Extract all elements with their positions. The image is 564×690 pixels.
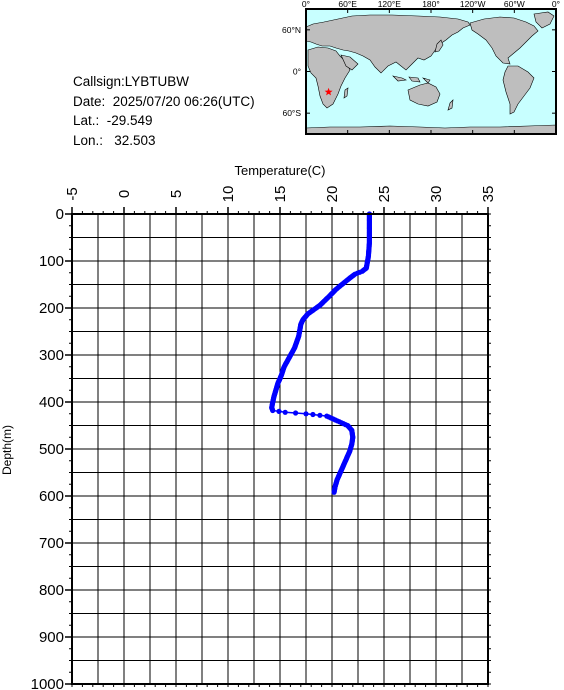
map-lat-label: 60°S bbox=[282, 108, 301, 118]
y-tick-label: 400 bbox=[39, 394, 64, 411]
y-tick-label: 100 bbox=[39, 253, 64, 270]
map-lat-ticks: 60°N 0° 60°S bbox=[282, 25, 556, 118]
x-tick-label: 10 bbox=[220, 186, 237, 203]
y-tick-label: 700 bbox=[39, 535, 64, 552]
profile-point bbox=[331, 489, 337, 495]
x-tick-labels: -5 0 5 10 15 20 25 30 35 bbox=[64, 186, 497, 203]
profile-point bbox=[317, 412, 323, 418]
land-indonesia bbox=[392, 75, 431, 84]
y-tick-label: 300 bbox=[39, 347, 64, 364]
y-tick-labels: 0 100 200 300 400 500 600 700 800 900 1000 bbox=[31, 206, 64, 690]
profile-point bbox=[270, 407, 276, 414]
x-axis-title: Temperature(C) bbox=[234, 163, 325, 178]
latitude-text: Lat.: -29.549 bbox=[73, 113, 153, 129]
land-africa bbox=[307, 46, 351, 109]
profile-point bbox=[310, 411, 316, 418]
land-south-america bbox=[502, 65, 535, 115]
chart-grid bbox=[71, 213, 489, 685]
temperature-profile bbox=[269, 211, 372, 495]
land-eurasia bbox=[305, 14, 471, 74]
land-north-america bbox=[469, 16, 539, 65]
map-lat-label: 60°N bbox=[282, 25, 301, 35]
land-madagascar bbox=[343, 87, 349, 99]
chart-ticks bbox=[65, 207, 491, 687]
x-tick-label: 20 bbox=[324, 186, 341, 203]
x-tick-label: 30 bbox=[428, 186, 445, 203]
map-lon-label: 120°E bbox=[378, 0, 402, 9]
x-tick-label: 15 bbox=[272, 186, 289, 203]
land-new-zealand bbox=[447, 99, 454, 111]
y-tick-label: 900 bbox=[39, 629, 64, 646]
x-tick-label: 5 bbox=[168, 190, 185, 198]
date-text: Date: 2025/07/20 06:26(UTC) bbox=[73, 93, 255, 109]
location-map: 0° 60°E 120°E 180° 120°W 60°W 0° 60°N 0° 60°S bbox=[282, 0, 560, 135]
x-tick-label: 0 bbox=[116, 190, 133, 198]
y-tick-label: 0 bbox=[56, 206, 64, 223]
map-lon-label: 180° bbox=[422, 0, 440, 9]
callsign-text: Callsign:LYBTUBW bbox=[73, 74, 190, 89]
land-greenland bbox=[533, 11, 555, 29]
y-tick-label: 600 bbox=[39, 488, 64, 505]
x-tick-label: 35 bbox=[480, 186, 497, 203]
y-tick-label: 200 bbox=[39, 300, 64, 317]
map-lon-ticks: 0° 60°E 120°E 180° 120°W 60°W 0° bbox=[302, 0, 560, 134]
map-lon-label: 0° bbox=[302, 0, 310, 9]
longitude-text: Lon.: 32.503 bbox=[73, 132, 156, 148]
y-axis-title: Depth(m) bbox=[0, 425, 14, 475]
y-tick-label: 800 bbox=[39, 582, 64, 599]
y-tick-label: 1000 bbox=[31, 676, 64, 690]
map-lon-label: 60°W bbox=[504, 0, 525, 9]
land-australia bbox=[407, 82, 441, 107]
map-lat-label: 0° bbox=[293, 67, 301, 77]
profile-line bbox=[270, 214, 371, 493]
map-lon-label: 0° bbox=[552, 0, 560, 9]
station-marker-icon bbox=[324, 87, 333, 96]
map-lon-label: 60°E bbox=[338, 0, 357, 9]
x-tick-label: 25 bbox=[376, 186, 393, 203]
profile-point bbox=[293, 410, 299, 416]
map-lon-label: 120°W bbox=[460, 0, 486, 9]
float-info: Callsign:LYBTUBW Date: 2025/07/20 06:26(… bbox=[73, 72, 255, 150]
y-tick-label: 500 bbox=[39, 441, 64, 458]
x-tick-label: -5 bbox=[64, 187, 81, 200]
land-japan bbox=[434, 39, 444, 53]
profile-point bbox=[303, 411, 309, 417]
profile-point bbox=[276, 408, 282, 414]
profile-point bbox=[282, 409, 288, 415]
land-arabia bbox=[340, 54, 359, 71]
station-star bbox=[324, 87, 333, 96]
